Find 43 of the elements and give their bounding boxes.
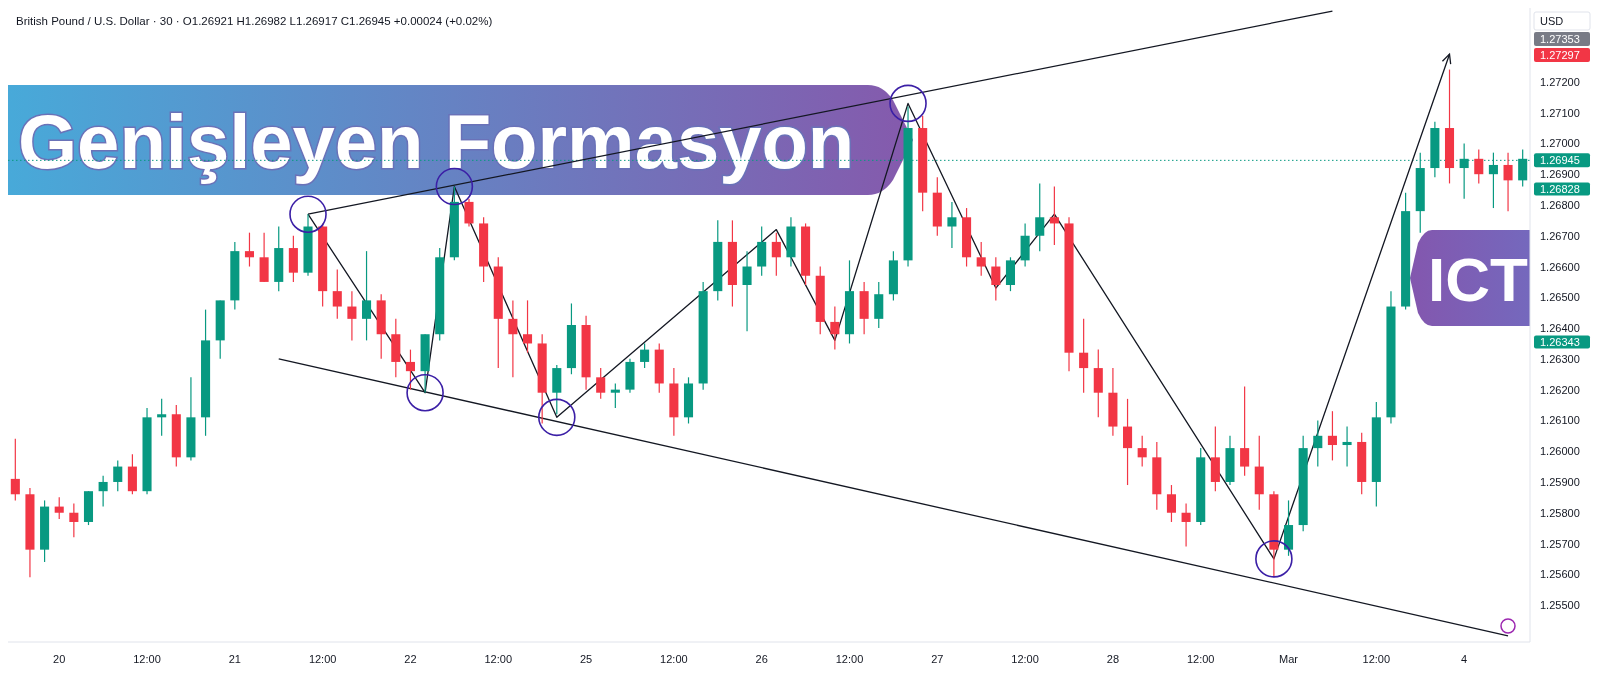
x-tick-label: 12:00 bbox=[1186, 653, 1215, 665]
x-tick-label: 22 bbox=[404, 653, 417, 665]
y-tick-label: 1.27200 bbox=[1540, 75, 1580, 88]
x-tick-label: 12:00 bbox=[133, 653, 161, 665]
y-tick-label: 1.25500 bbox=[1540, 599, 1580, 612]
y-tick-label: 1.26000 bbox=[1540, 445, 1580, 458]
text: 1.26343 bbox=[1540, 336, 1580, 348]
x-tick-label: 12:00 bbox=[660, 653, 688, 665]
x-tick-label: 12:00 bbox=[835, 653, 864, 665]
x-tick-label: 20 bbox=[53, 653, 66, 665]
y-tick-label: 1.25900 bbox=[1540, 475, 1580, 488]
ref-line-label: 1.26945 bbox=[1540, 154, 1580, 167]
y-tick-label: 1.26100 bbox=[1540, 414, 1580, 427]
y-tick-label: 1.26400 bbox=[1540, 322, 1580, 335]
y-tick-label: 1.26300 bbox=[1540, 352, 1580, 365]
y-tick-label: 1.27000 bbox=[1540, 137, 1580, 150]
x-tick-label: 21 bbox=[228, 653, 241, 665]
text: ICT bbox=[1428, 245, 1528, 314]
x-tick-label: 4 bbox=[1461, 653, 1468, 665]
text: 1.27353 bbox=[1540, 33, 1580, 45]
text: 1.27297 bbox=[1540, 49, 1580, 61]
text: 1.26828 bbox=[1540, 183, 1580, 195]
x-tick-label: 12:00 bbox=[1362, 653, 1391, 665]
x-tick-label: 12:00 bbox=[308, 653, 337, 665]
text: USD bbox=[1540, 15, 1564, 27]
y-tick-label: 1.26200 bbox=[1540, 383, 1580, 396]
y-tick-label: 1.26900 bbox=[1540, 168, 1580, 181]
x-tick-label: Mar bbox=[1279, 653, 1299, 665]
y-tick-label: 1.26700 bbox=[1540, 229, 1580, 242]
y-tick-label: 1.26600 bbox=[1540, 260, 1580, 273]
x-tick-label: 25 bbox=[579, 653, 593, 665]
x-tick-label: 26 bbox=[755, 653, 768, 665]
x-tick-label: 12:00 bbox=[1011, 653, 1039, 665]
y-tick-label: 1.26800 bbox=[1540, 198, 1580, 211]
x-tick-label: 28 bbox=[1106, 653, 1120, 665]
y-tick-label: 1.27100 bbox=[1540, 106, 1580, 119]
annotation: British Pound / U.S. Dollar · 30 · O1.26921 H1.26982 L1.26917 C1.26945 +0.00024 (+0.02%) bbox=[16, 15, 493, 27]
y-tick-label: 1.25700 bbox=[1540, 537, 1580, 550]
y-tick-label: 1.26500 bbox=[1540, 291, 1580, 304]
x-tick-label: 27 bbox=[931, 653, 944, 665]
x-tick-label: 12:00 bbox=[484, 653, 513, 665]
y-tick-label: 1.25600 bbox=[1540, 568, 1580, 581]
y-tick-label: 1.25800 bbox=[1540, 506, 1580, 519]
